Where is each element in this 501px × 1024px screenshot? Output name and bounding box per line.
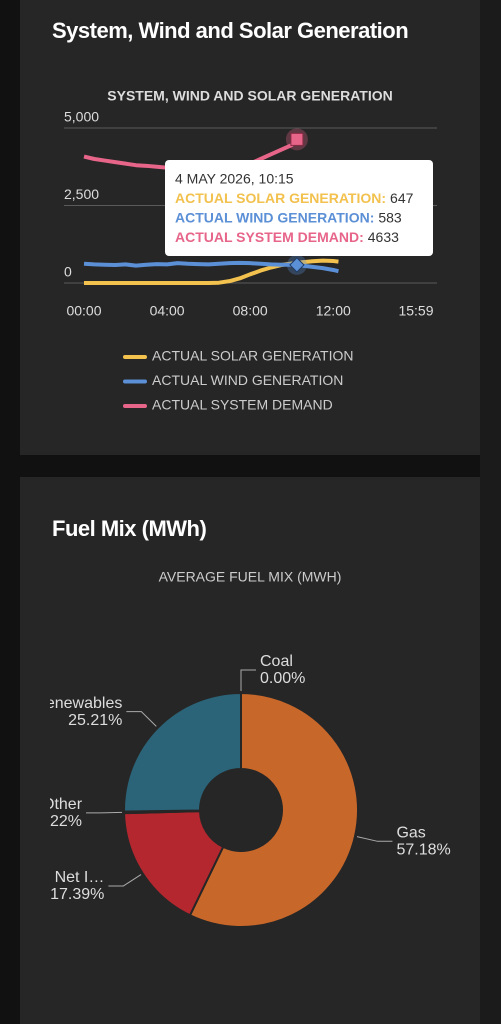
y-tick-label: 2,500: [64, 186, 99, 202]
x-tick-label: 15:59: [398, 303, 433, 319]
tooltip-title: 4 MAY 2026, 10:15: [175, 171, 294, 187]
card-heading: System, Wind and Solar Generation: [52, 18, 408, 43]
label-leader: [240, 669, 256, 691]
x-tick-label: 00:00: [66, 303, 101, 319]
tooltip-box: [165, 160, 433, 256]
slice-label: Renewables: [34, 695, 122, 712]
hover-marker: [289, 257, 305, 273]
card-heading: Fuel Mix (MWh): [52, 516, 206, 541]
tooltip-value: 647: [390, 190, 414, 206]
pie-slice: [123, 810, 225, 917]
tooltip-value: 4633: [368, 229, 399, 245]
pie-slice: [188, 691, 359, 928]
slice-value: 0.00%: [260, 670, 305, 687]
tooltip-row: ACTUAL WIND GENERATION: 583: [175, 209, 402, 225]
label-leader: [356, 836, 393, 842]
tooltip-label: ACTUAL WIND GENERATION:: [175, 209, 374, 225]
legend-label: ACTUAL WIND GENERATION: [152, 372, 343, 388]
slice-value: 57.18%: [396, 842, 450, 859]
chart-title: SYSTEM, WIND AND SOLAR GENERATION: [107, 88, 392, 104]
tooltip-value: 583: [378, 209, 402, 225]
hover-marker: [290, 132, 304, 146]
slice-label: Coal: [260, 653, 293, 670]
x-tick-label: 12:00: [316, 303, 351, 319]
legend-label: ACTUAL SYSTEM DEMAND: [152, 397, 333, 413]
slice-value: 17.39%: [50, 886, 104, 903]
x-tick-label: 08:00: [233, 303, 268, 319]
slice-label: Other: [42, 796, 83, 813]
tooltip-label: ACTUAL SYSTEM DEMAND:: [175, 229, 364, 245]
y-tick-label: 5,000: [64, 109, 99, 125]
tooltip-row: ACTUAL SYSTEM DEMAND: 4633: [175, 229, 399, 245]
slice-label: Net I…: [55, 869, 105, 886]
slice-value: 0.22%: [37, 813, 82, 830]
x-tick-label: 04:00: [150, 303, 185, 319]
label-leader: [126, 711, 157, 727]
legend-label: ACTUAL SOLAR GENERATION: [152, 348, 353, 364]
line-chart: SYSTEM, WIND AND SOLAR GENERATION 0 2,500 5…: [64, 88, 437, 413]
slice-label: Gas: [396, 825, 425, 842]
slice-value: 25.21%: [68, 712, 122, 729]
pie-slice: [123, 691, 242, 813]
y-tick-label: 0: [64, 264, 72, 280]
chart-title: AVERAGE FUEL MIX (MWH): [159, 569, 342, 585]
tooltip-label: ACTUAL SOLAR GENERATION:: [175, 190, 386, 206]
tooltip-row: ACTUAL SOLAR GENERATION: 647: [175, 190, 414, 206]
scroll-strip: [480, 0, 501, 1024]
label-leader: [108, 874, 142, 887]
